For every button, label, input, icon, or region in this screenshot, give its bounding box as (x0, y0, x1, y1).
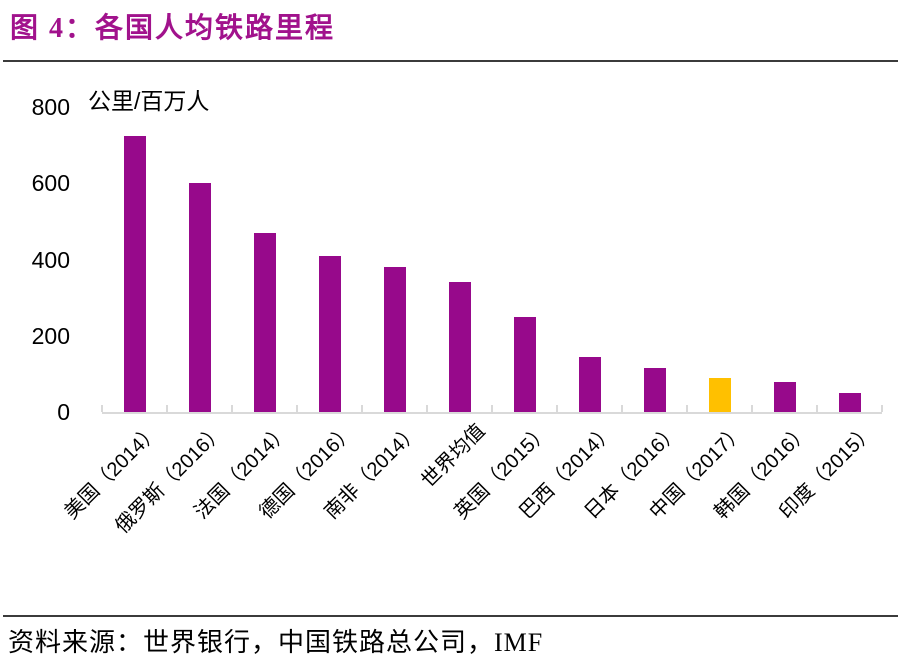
bar-法国（2014） (253, 232, 276, 412)
x-axis-tick-mark (166, 405, 168, 412)
top-divider (3, 60, 898, 62)
y-tick-label: 600 (31, 170, 70, 197)
x-category-label: 中国（2017） (645, 420, 750, 524)
y-tick-label: 400 (31, 246, 70, 273)
x-axis-tick-mark (751, 405, 753, 412)
x-category-label: 英国（2015） (450, 420, 555, 524)
x-axis-tick-mark (816, 405, 818, 412)
plot-area (101, 107, 883, 414)
x-category-label: 南非（2014） (320, 420, 425, 524)
bar-南非（2014） (383, 267, 406, 412)
x-axis-tick-mark (881, 405, 883, 412)
x-category-label: 俄罗斯（2016） (111, 420, 230, 538)
y-tick-label: 200 (31, 322, 70, 349)
x-axis-tick-mark (101, 405, 103, 412)
x-axis-tick-mark (491, 405, 493, 412)
x-axis-tick-mark (361, 405, 363, 412)
bar-德国（2016） (318, 255, 341, 412)
bar-巴西（2014） (578, 356, 601, 412)
y-tick-label: 0 (57, 399, 70, 425)
x-axis-tick-mark (231, 405, 233, 412)
x-category-label: 印度（2015） (775, 420, 880, 524)
bar-俄罗斯（2016） (188, 183, 211, 412)
bar-英国（2015） (513, 316, 536, 412)
bar-美国（2014） (123, 135, 146, 412)
x-axis-tick-mark (686, 405, 688, 412)
bar-日本（2016） (643, 368, 666, 412)
figure-title: 图 4：各国人均铁路里程 (10, 13, 336, 44)
bar-世界均值 (448, 282, 471, 412)
bar-韩国（2016） (773, 382, 796, 412)
y-axis-unit-label: 公里/百万人 (88, 88, 210, 114)
x-category-label: 日本（2016） (580, 420, 685, 524)
y-tick-label: 800 (31, 94, 70, 120)
bar-印度（2015） (838, 392, 861, 412)
bottom-divider (3, 615, 898, 617)
x-category-label: 德国（2016） (255, 420, 360, 524)
x-axis-tick-mark (296, 405, 298, 412)
x-axis-tick-mark (621, 405, 623, 412)
x-category-label: 韩国（2016） (710, 420, 815, 524)
source-note: 资料来源：世界银行，中国铁路总公司，IMF (8, 628, 544, 657)
bar-中国（2017） (708, 378, 731, 412)
x-category-label: 巴西（2014） (515, 420, 620, 524)
x-axis-tick-mark (556, 405, 558, 412)
x-category-label: 美国（2014） (60, 420, 165, 524)
x-category-label: 世界均值 (416, 420, 490, 493)
x-axis-tick-mark (426, 405, 428, 412)
x-category-label: 法国（2014） (190, 420, 295, 524)
